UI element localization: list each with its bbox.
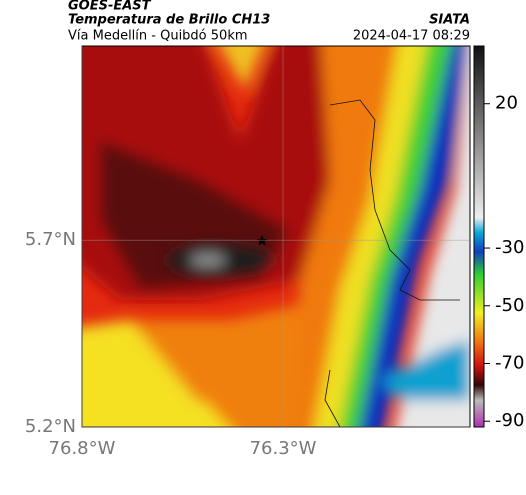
colorbar-tick-label: -90 bbox=[495, 410, 524, 431]
blue-patch bbox=[380, 340, 470, 400]
datetime: 2024-04-17 08:29 bbox=[353, 29, 470, 44]
warm-sw bbox=[82, 320, 280, 427]
satellite-image bbox=[82, 46, 470, 427]
y-tick-label: 5.7°N bbox=[25, 229, 76, 250]
border bbox=[329, 99, 460, 301]
colorbar-tick-label: -50 bbox=[495, 295, 524, 316]
source: GOES-EAST bbox=[68, 0, 152, 14]
band-blue bbox=[359, 46, 468, 427]
x-tick-label: 76.3°W bbox=[250, 438, 317, 459]
core-top bbox=[190, 254, 226, 266]
colorbar-tick-label: -70 bbox=[495, 353, 524, 374]
y-tick-label: 5.2°N bbox=[25, 416, 76, 437]
border bbox=[324, 369, 341, 427]
colorbar-tick-label: 20 bbox=[495, 93, 518, 114]
colorbar-tick-label: -30 bbox=[495, 237, 524, 258]
colorbar bbox=[473, 45, 485, 428]
clear-sky bbox=[395, 46, 470, 427]
title: Temperatura de Brillo CH13 bbox=[68, 13, 270, 28]
cloud-field bbox=[82, 46, 470, 427]
x-tick-label: 76.8°W bbox=[49, 438, 116, 459]
subtitle: Vía Medellín - Quibdó 50km bbox=[68, 29, 248, 44]
org: SIATA bbox=[429, 13, 470, 28]
band-green bbox=[339, 46, 457, 427]
warm-s bbox=[130, 300, 320, 427]
warm-top bbox=[219, 46, 264, 90]
